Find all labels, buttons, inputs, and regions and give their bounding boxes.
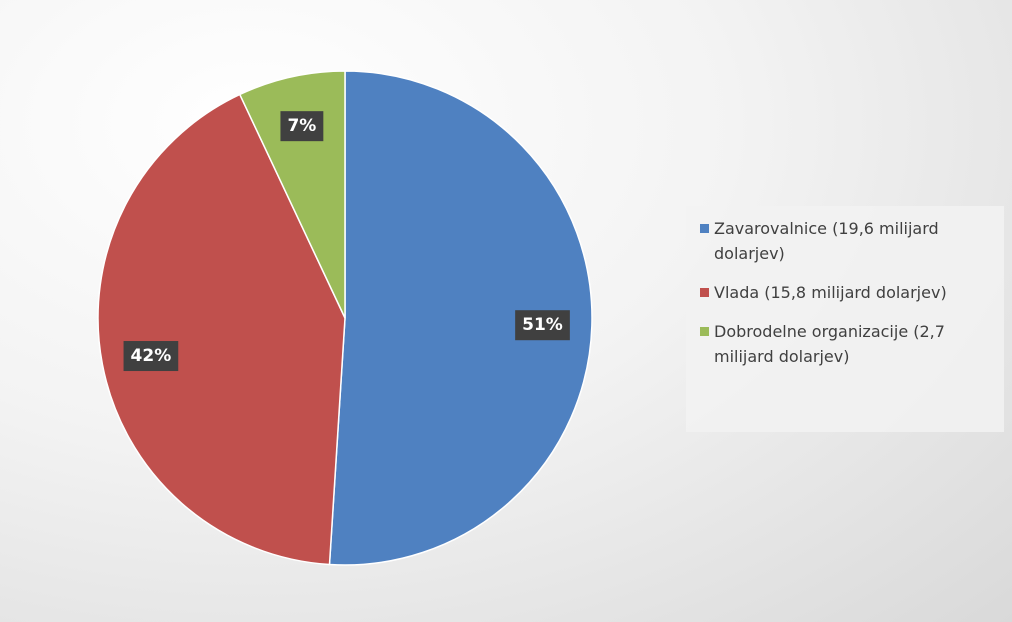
legend-swatch	[700, 327, 709, 336]
legend-label: Vlada (15,8 milijard dolarjev)	[714, 283, 947, 302]
data-label-text: 51%	[522, 315, 563, 335]
legend: Zavarovalnice (19,6 milijard dolarjev) Vl…	[686, 206, 1004, 432]
data-label-box	[123, 341, 179, 372]
legend-swatch	[700, 288, 709, 297]
data-label-text: 7%	[287, 116, 316, 136]
pie-slice	[97, 93, 346, 566]
data-label-text: 42%	[131, 346, 172, 366]
data-label-box	[515, 310, 570, 341]
data-label: 42%	[123, 341, 179, 372]
data-label-box	[280, 111, 324, 142]
legend-label: Zavarovalnice (19,6 milijard dolarjev)	[714, 219, 939, 263]
legend-entry: Vlada (15,8 milijard dolarjev)	[700, 280, 996, 305]
data-label: 51%	[515, 310, 570, 341]
legend-entry: Dobrodelne organizacije (2,7 milijard do…	[700, 319, 996, 369]
legend-label: Dobrodelne organizacije (2,7 milijard do…	[714, 322, 945, 366]
legend-swatch	[700, 224, 709, 233]
data-label: 7%	[280, 111, 324, 142]
pie-slice	[328, 70, 593, 566]
legend-entry: Zavarovalnice (19,6 milijard dolarjev)	[700, 216, 996, 266]
pie-area: 51% 42% 7%	[97, 70, 593, 566]
